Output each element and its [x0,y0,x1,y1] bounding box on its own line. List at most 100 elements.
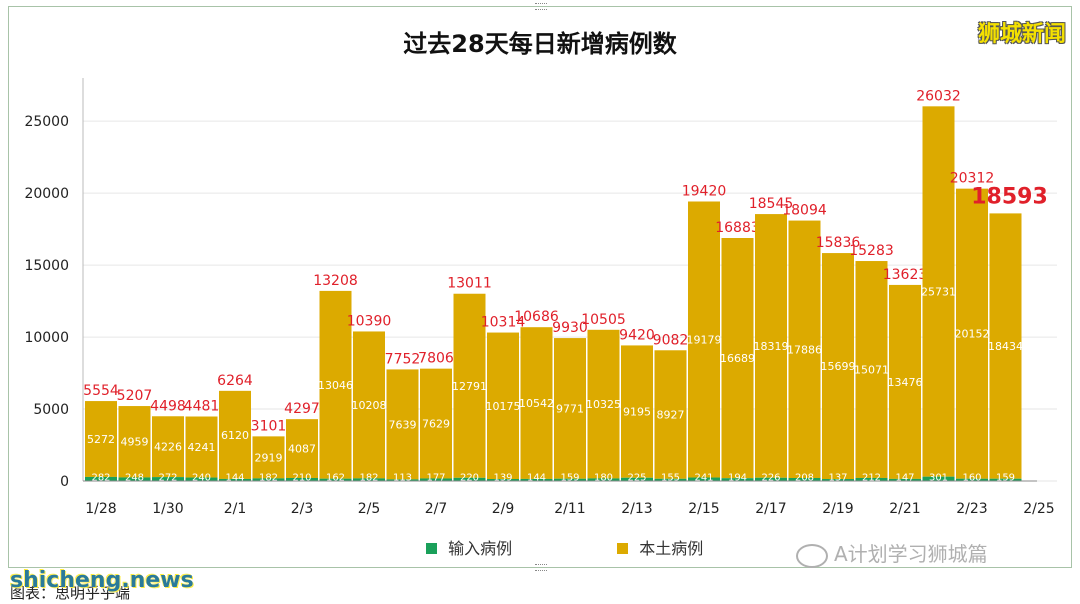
bar-imported [453,477,486,481]
watermark-text: A计划学习狮城篇 [834,542,988,566]
data-label-total: 19420 [682,183,727,199]
bar-imported [185,477,218,481]
data-label-local: 10175 [486,400,521,413]
legend-swatch-imported [426,543,437,554]
data-label-imported: 182 [259,473,278,484]
data-label-local: 9195 [623,406,651,419]
legend-item-imported[interactable]: 输入病例 [426,535,512,559]
x-tick-label: 2/21 [889,501,920,517]
x-tick-label: 2/3 [291,501,314,517]
bar-local [956,188,988,479]
y-tick-label: 20000 [24,186,69,202]
bar-imported [688,477,720,481]
data-label-local: 5272 [87,433,115,446]
data-label-total: 10314 [481,315,526,331]
wechat-icon [796,543,828,568]
bar-imported [487,478,519,481]
bar-local [487,332,519,479]
x-tick-label: 2/19 [822,501,853,517]
bar-imported [587,478,620,481]
data-label-local: 4241 [188,441,216,454]
data-label-imported: 155 [661,473,680,484]
data-label-total: 7752 [385,351,421,367]
bar-imported [319,478,352,481]
bar-imported [353,478,385,481]
bar-local [721,238,754,479]
data-label-imported: 210 [292,473,311,484]
resize-handle-top[interactable] [535,3,547,10]
bar-imported [721,478,754,481]
data-label-local: 4959 [121,436,149,449]
legend-label-local: 本土病例 [639,539,704,558]
x-tick-label: 2/13 [621,501,652,517]
y-tick-label: 0 [60,474,69,490]
bar-imported [654,478,687,481]
data-label-imported: 162 [326,473,345,484]
bar-local [85,401,117,477]
bar-local [621,345,653,478]
bar-imported [922,476,955,481]
data-label-total: 16883 [715,220,760,236]
data-label-imported: 139 [493,473,512,484]
legend-item-local[interactable]: 本土病例 [617,535,703,559]
data-label-local: 2919 [255,451,283,464]
data-label-total: 13011 [447,276,492,292]
bar-imported [788,478,821,481]
data-label-local: 13476 [888,376,923,389]
data-label-local: 13046 [318,379,353,392]
data-label-local: 18319 [754,340,789,353]
data-label-imported: 159 [996,473,1015,484]
data-label-local: 17886 [787,343,822,356]
site-watermark: shicheng.news [10,568,194,593]
data-label-imported: 282 [91,473,110,484]
bar-local [755,214,787,478]
data-label-local: 16689 [720,352,755,365]
bar-imported [956,478,988,481]
y-tick-label: 10000 [24,330,69,346]
x-tick-label: 1/30 [152,501,183,517]
bar-local [319,290,352,479]
data-label-imported: 177 [426,473,445,484]
x-tick-label: 2/11 [554,501,585,517]
bar-imported [286,477,318,481]
data-label-imported: 225 [627,473,646,484]
bar-local [353,331,385,479]
data-label-local: 15071 [854,363,889,376]
bar-imported [621,477,653,481]
x-tick-label: 1/28 [85,501,116,517]
data-label-imported: 144 [225,473,244,484]
resize-handle-bottom[interactable] [535,564,547,571]
data-label-local: 10542 [519,397,554,410]
data-label-total: 4498 [150,398,186,414]
data-label-total: 9930 [552,320,588,336]
data-label-total: 4297 [284,401,320,417]
chart-legend: 输入病例 本土病例 [426,535,803,559]
bar-local [386,369,419,480]
x-tick-label: 2/7 [425,501,448,517]
bar-local [654,350,687,479]
bar-local [219,390,251,479]
x-tick-label: 2/5 [358,501,381,517]
data-label-total: 10505 [581,312,626,328]
data-label-imported: 137 [828,473,847,484]
data-label-imported: 272 [158,473,177,484]
bar-imported [118,477,151,481]
bar-local [520,327,553,479]
data-label-imported: 208 [795,473,814,484]
data-label-total: 5207 [117,388,153,404]
y-tick-label: 15000 [24,258,69,274]
bar-imported [219,478,251,481]
data-label-local: 4087 [288,443,316,456]
bar-local [822,253,854,480]
bar-imported [822,479,854,481]
data-label-local: 8927 [657,409,685,422]
data-label-local: 10208 [352,399,387,412]
bar-imported [520,478,553,481]
legend-swatch-local [617,543,629,554]
data-label-local: 25731 [921,285,956,298]
data-label-total: 18545 [749,196,794,212]
data-label-imported: 248 [125,473,144,484]
data-label-total: 26032 [916,88,961,104]
data-label-total: 10686 [514,309,559,325]
